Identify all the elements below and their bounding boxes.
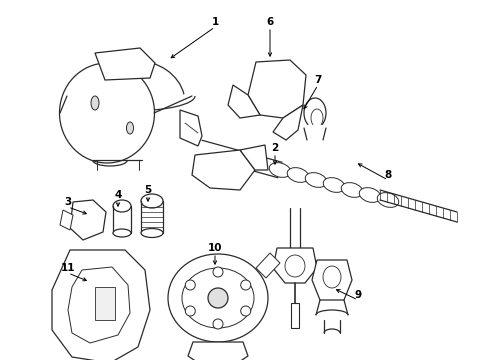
Circle shape	[241, 306, 251, 316]
Polygon shape	[188, 342, 248, 360]
Polygon shape	[60, 210, 73, 230]
Polygon shape	[70, 200, 106, 240]
Ellipse shape	[285, 255, 305, 277]
Text: 3: 3	[64, 197, 72, 207]
Polygon shape	[256, 253, 280, 278]
Text: 6: 6	[267, 17, 273, 27]
Polygon shape	[192, 150, 255, 190]
Ellipse shape	[305, 172, 327, 188]
Ellipse shape	[359, 188, 381, 202]
Ellipse shape	[182, 268, 254, 328]
Text: 11: 11	[61, 263, 75, 273]
Ellipse shape	[377, 193, 399, 207]
Polygon shape	[180, 110, 202, 146]
Polygon shape	[95, 48, 155, 80]
Ellipse shape	[141, 229, 163, 238]
Ellipse shape	[287, 168, 309, 183]
Polygon shape	[52, 250, 150, 360]
Polygon shape	[291, 303, 299, 328]
Polygon shape	[248, 60, 306, 118]
Polygon shape	[95, 287, 115, 320]
Circle shape	[185, 306, 196, 316]
Circle shape	[208, 288, 228, 308]
Ellipse shape	[113, 200, 131, 212]
Ellipse shape	[341, 183, 363, 197]
Text: 1: 1	[211, 17, 219, 27]
Polygon shape	[312, 260, 352, 300]
Polygon shape	[273, 248, 317, 283]
Polygon shape	[228, 85, 260, 118]
Ellipse shape	[126, 122, 133, 134]
Text: 10: 10	[208, 243, 222, 253]
Ellipse shape	[269, 163, 291, 177]
Text: 2: 2	[271, 143, 279, 153]
Ellipse shape	[168, 254, 268, 342]
Circle shape	[185, 280, 196, 290]
Ellipse shape	[141, 194, 163, 208]
Circle shape	[241, 280, 251, 290]
Circle shape	[213, 267, 223, 277]
Polygon shape	[273, 105, 303, 140]
Text: 8: 8	[384, 170, 392, 180]
Ellipse shape	[59, 63, 154, 163]
Ellipse shape	[323, 177, 345, 192]
Ellipse shape	[113, 229, 131, 237]
Text: 7: 7	[314, 75, 322, 85]
Ellipse shape	[323, 266, 341, 288]
Circle shape	[213, 319, 223, 329]
Text: 9: 9	[354, 290, 362, 300]
Ellipse shape	[91, 96, 99, 110]
Polygon shape	[240, 145, 268, 170]
Text: 4: 4	[114, 190, 122, 200]
Text: 5: 5	[145, 185, 151, 195]
